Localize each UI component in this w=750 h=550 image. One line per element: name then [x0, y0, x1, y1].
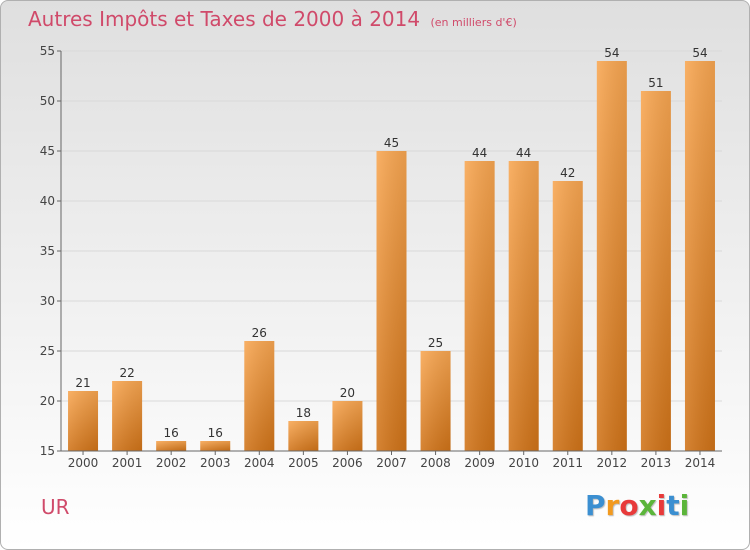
data-label-2010: 44: [516, 146, 531, 160]
data-label-2000: 21: [75, 376, 90, 390]
bar-shade-2003: [200, 441, 231, 451]
bar-shade-2007: [376, 151, 407, 451]
data-label-2004: 26: [252, 326, 267, 340]
data-label-2002: 16: [164, 426, 179, 440]
x-tick-label-2005: 2005: [288, 456, 319, 470]
logo-letter: P: [585, 489, 606, 522]
bar-shade-2011: [552, 181, 583, 451]
data-label-2007: 45: [384, 136, 399, 150]
bar-shade-2005: [288, 421, 319, 451]
x-tick-label-2011: 2011: [552, 456, 583, 470]
data-label-2013: 51: [648, 76, 663, 90]
x-tick-label-2008: 2008: [420, 456, 451, 470]
y-tick-label: 55: [40, 44, 55, 58]
y-tick-label: 25: [40, 344, 55, 358]
y-tick-label: 50: [40, 94, 55, 108]
x-tick-label-2000: 2000: [68, 456, 99, 470]
data-label-2005: 18: [296, 406, 311, 420]
bar-shade-2009: [464, 161, 495, 451]
data-label-2009: 44: [472, 146, 487, 160]
x-tick-label-2010: 2010: [508, 456, 539, 470]
bar-shade-2012: [596, 61, 627, 451]
logo-letter: x: [638, 489, 657, 522]
data-label-2008: 25: [428, 336, 443, 350]
data-label-2011: 42: [560, 166, 575, 180]
y-tick-label: 20: [40, 394, 55, 408]
data-label-2012: 54: [604, 46, 619, 60]
x-tick-label-2004: 2004: [244, 456, 275, 470]
x-tick-label-2012: 2012: [597, 456, 628, 470]
bar-shade-2013: [640, 91, 671, 451]
y-tick-label: 15: [40, 444, 55, 458]
chart-title: Autres Impôts et Taxes de 2000 à 2014 (e…: [28, 7, 517, 31]
y-tick-label: 45: [40, 144, 55, 158]
bar-shade-2000: [68, 391, 99, 451]
bar-shade-2002: [156, 441, 187, 451]
logo-letter: r: [605, 489, 620, 522]
data-label-2001: 22: [119, 366, 134, 380]
bar-shade-2001: [112, 381, 143, 451]
bar-shade-2004: [244, 341, 275, 451]
logo-letter: t: [666, 489, 680, 522]
bar-shade-2008: [420, 351, 451, 451]
x-tick-label-2002: 2002: [156, 456, 187, 470]
data-label-2014: 54: [692, 46, 707, 60]
proxiti-logo: Proxiti: [585, 489, 689, 522]
bar-shade-2010: [508, 161, 539, 451]
data-label-2003: 16: [208, 426, 223, 440]
x-tick-label-2007: 2007: [376, 456, 407, 470]
commune-name: UR: [41, 495, 70, 519]
data-label-2006: 20: [340, 386, 355, 400]
bar-shade-2014: [684, 61, 715, 451]
x-tick-label-2001: 2001: [112, 456, 143, 470]
logo-letter: i: [679, 489, 690, 522]
y-tick-label: 35: [40, 244, 55, 258]
x-tick-label-2014: 2014: [685, 456, 716, 470]
y-tick-label: 30: [40, 294, 55, 308]
x-tick-label-2006: 2006: [332, 456, 363, 470]
bar-shade-2006: [332, 401, 363, 451]
chart-title-text: Autres Impôts et Taxes de 2000 à 2014: [28, 7, 421, 31]
x-tick-label-2009: 2009: [464, 456, 495, 470]
chart-subtitle: (en milliers d'€): [430, 16, 517, 29]
x-tick-label-2003: 2003: [200, 456, 231, 470]
logo-letter: i: [656, 489, 667, 522]
x-tick-label-2013: 2013: [641, 456, 672, 470]
y-tick-label: 40: [40, 194, 55, 208]
logo-letter: o: [619, 489, 639, 522]
